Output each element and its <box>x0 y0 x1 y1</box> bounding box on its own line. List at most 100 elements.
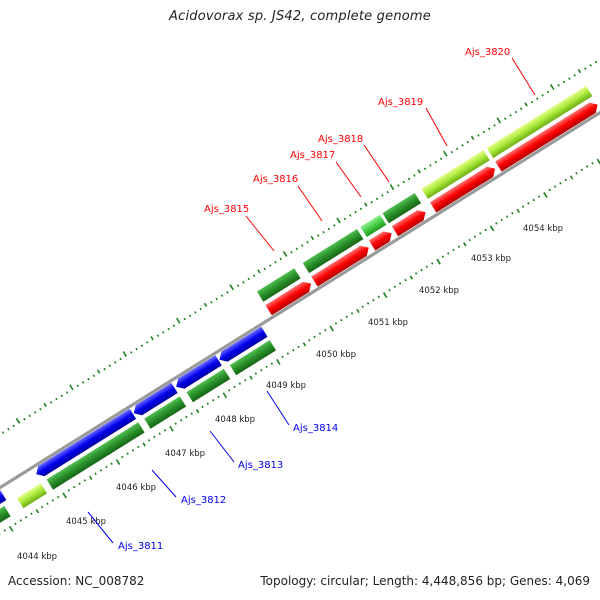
outer-tick-64 <box>252 274 256 277</box>
outer-tick-84 <box>359 207 363 211</box>
outer-tick-82 <box>349 214 352 217</box>
leader-ajs-3817 <box>335 161 362 198</box>
gene-arrow-blue-2[interactable] <box>0 489 7 514</box>
inner-tick-65 <box>302 342 307 347</box>
outer-tick-110 <box>496 117 502 124</box>
cds-ajs-3815[interactable] <box>256 268 301 302</box>
gene-arrow-ajs-3816[interactable] <box>311 243 372 287</box>
inner-tick-78 <box>372 298 375 302</box>
outer-tick-76 <box>317 234 320 237</box>
inner-tick-40 <box>169 425 174 432</box>
cds-ajs-3812[interactable] <box>144 396 187 429</box>
inner-tick-42 <box>179 419 183 422</box>
outer-tick-45 <box>150 336 154 341</box>
outer-tick-81 <box>343 217 347 221</box>
gene-arrow-ajs-3814[interactable] <box>216 326 268 365</box>
cds-ajs-3818[interactable] <box>382 192 422 224</box>
outer-tick-25 <box>43 402 47 408</box>
cds-ajs-3813[interactable] <box>186 368 231 403</box>
outer-tick-66 <box>263 267 266 271</box>
inner-tick-86 <box>414 272 418 275</box>
map-title: Acidovorax sp. JS42, complete genome <box>169 9 431 24</box>
inner-tick-101 <box>495 222 498 225</box>
inner-tick-94 <box>457 245 461 248</box>
label-ajs-3812[interactable]: Ajs_3812 <box>181 495 226 506</box>
outer-tick-124 <box>573 74 576 77</box>
outer-tick-40 <box>122 351 128 358</box>
outer-tick-27 <box>55 397 58 401</box>
label-ajs-3817[interactable]: Ajs_3817 <box>290 150 335 161</box>
ruler-label-4044: 4044 kbp <box>17 552 57 562</box>
outer-tick-44 <box>146 341 149 344</box>
leader-ajs-3818 <box>363 144 390 183</box>
genome-backbone <box>0 76 600 525</box>
inner-tick-10 <box>8 525 14 532</box>
gene-arrow-ajs-3811[interactable] <box>33 408 137 480</box>
inner-tick-20 <box>62 492 67 499</box>
cds-ajs-3814[interactable] <box>229 340 277 376</box>
inner-tick-108 <box>532 198 535 202</box>
inner-tick-109 <box>537 195 541 198</box>
inner-tick-112 <box>553 185 557 188</box>
inner-tick-64 <box>297 345 300 349</box>
outer-tick-74 <box>306 240 309 244</box>
label-ajs-3820[interactable]: Ajs_3820 <box>465 47 510 58</box>
outer-tick-row <box>1 60 598 434</box>
leader-ajs-3812 <box>151 469 177 498</box>
cds-yellow-left[interactable] <box>16 483 48 509</box>
cds-ajs-3816[interactable] <box>302 228 364 274</box>
inner-tick-66 <box>308 338 311 342</box>
cds-ajs-3820[interactable] <box>486 85 593 159</box>
outer-tick-127 <box>589 64 592 67</box>
outer-tick-119 <box>546 90 550 94</box>
cds-ajs-3819[interactable] <box>421 150 490 199</box>
ruler-label-4046: 4046 kbp <box>116 483 156 493</box>
outer-tick-63 <box>247 277 250 281</box>
gene-arrow-ajs-3813[interactable] <box>173 355 222 392</box>
gene-arrow-ajs-3818[interactable] <box>391 207 429 237</box>
inner-tick-93 <box>452 248 455 252</box>
inner-tick-38 <box>158 432 161 435</box>
outer-tick-37 <box>108 364 112 368</box>
outer-tick-123 <box>568 77 571 80</box>
inner-tick-115 <box>569 175 574 180</box>
inner-tick-55 <box>249 375 253 380</box>
cds-green-left-edge[interactable] <box>0 506 11 549</box>
inner-tick-21 <box>67 489 71 492</box>
label-ajs-3813[interactable]: Ajs_3813 <box>238 460 283 471</box>
cds-ajs-3811[interactable] <box>46 422 145 490</box>
inner-tick-99 <box>484 228 487 232</box>
gene-arrow-ajs-3815[interactable] <box>265 279 314 316</box>
label-ajs-3816[interactable]: Ajs_3816 <box>253 174 298 185</box>
label-ajs-3811[interactable]: Ajs_3811 <box>118 541 163 552</box>
inner-tick-19 <box>56 495 60 499</box>
outer-tick-49 <box>172 324 176 327</box>
outer-tick-32 <box>81 381 85 384</box>
ruler-label-4048: 4048 kbp <box>215 415 255 425</box>
outer-tick-108 <box>487 127 491 130</box>
inner-tick-44 <box>190 412 193 415</box>
gene-arrow-ajs-3812[interactable] <box>131 382 178 419</box>
inner-tick-111 <box>548 188 551 192</box>
gene-arrow-ajs-3819[interactable] <box>429 164 498 213</box>
inner-tick-54 <box>243 378 247 382</box>
label-ajs-3814[interactable]: Ajs_3814 <box>293 423 338 434</box>
outer-tick-61 <box>236 284 240 287</box>
inner-tick-57 <box>260 368 263 372</box>
label-ajs-3815[interactable]: Ajs_3815 <box>204 204 249 215</box>
inner-tick-90 <box>436 258 441 265</box>
outer-tick-36 <box>103 367 106 371</box>
label-ajs-3818[interactable]: Ajs_3818 <box>318 134 363 145</box>
label-ajs-3819[interactable]: Ajs_3819 <box>378 97 423 108</box>
leader-ajs-3815 <box>245 215 275 252</box>
outer-tick-85 <box>364 202 368 207</box>
cds-ajs-3817[interactable] <box>360 214 387 238</box>
inner-tick-59 <box>270 362 274 365</box>
gene-arrow-ajs-3817[interactable] <box>368 228 395 251</box>
inner-tick-37 <box>153 435 156 439</box>
gene-arrow-ajs-3820[interactable] <box>495 99 600 172</box>
outer-tick-113 <box>514 110 518 114</box>
inner-tick-25 <box>89 475 93 481</box>
ruler-label-4049: 4049 kbp <box>266 381 306 391</box>
inner-tick-13 <box>24 515 28 519</box>
